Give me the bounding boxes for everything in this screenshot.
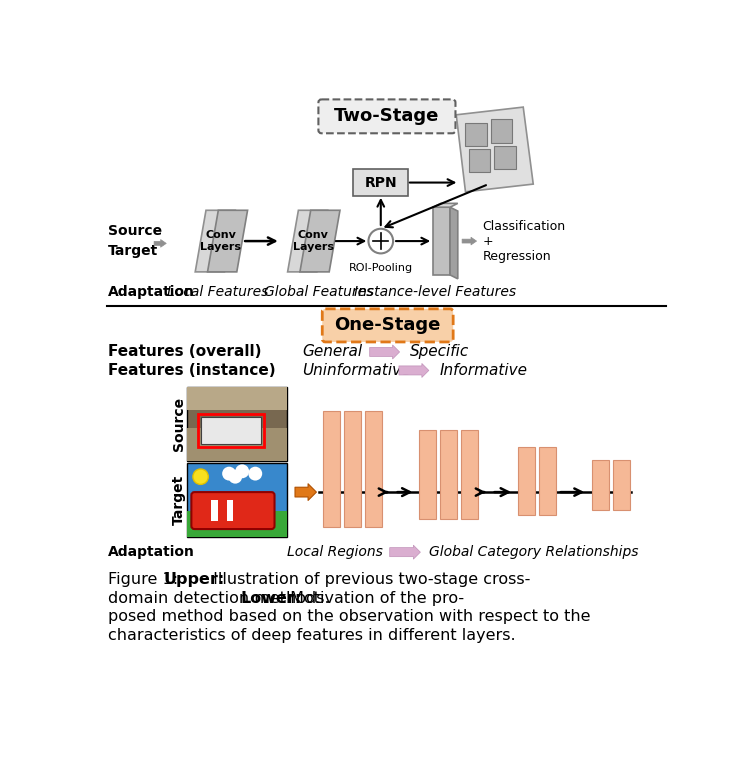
Text: Adaptation: Adaptation <box>108 545 195 559</box>
Bar <box>420 430 436 519</box>
Bar <box>186 463 287 537</box>
Bar <box>440 430 457 519</box>
Text: Informative: Informative <box>439 363 527 378</box>
Text: Local Regions: Local Regions <box>287 545 383 559</box>
Circle shape <box>222 467 236 480</box>
Bar <box>518 448 535 515</box>
Polygon shape <box>456 107 533 192</box>
Text: Source
Target: Source Target <box>108 225 162 258</box>
Text: Illustration of previous two-stage cross-: Illustration of previous two-stage cross… <box>208 572 531 587</box>
Bar <box>186 428 287 462</box>
Bar <box>468 148 490 172</box>
Bar <box>433 207 450 275</box>
Text: Conv
Layers: Conv Layers <box>200 230 241 252</box>
Polygon shape <box>287 211 328 272</box>
Bar <box>494 145 516 169</box>
Polygon shape <box>208 211 247 272</box>
Text: Upper:: Upper: <box>164 572 225 587</box>
Text: Specific: Specific <box>410 344 469 360</box>
Text: General: General <box>302 344 362 360</box>
Circle shape <box>193 469 208 484</box>
Text: Classification
+
Regression: Classification + Regression <box>483 220 566 263</box>
Text: Global Features: Global Features <box>265 285 374 299</box>
Bar <box>461 430 478 519</box>
Polygon shape <box>300 211 340 272</box>
Text: Global Category Relationships: Global Category Relationships <box>429 545 638 559</box>
Text: posed method based on the observation with respect to the: posed method based on the observation wi… <box>108 609 591 624</box>
Bar <box>323 411 340 527</box>
Text: Conv
Layers: Conv Layers <box>293 230 334 252</box>
Text: Figure 1:: Figure 1: <box>108 572 183 587</box>
FancyBboxPatch shape <box>191 492 274 529</box>
Bar <box>344 411 361 527</box>
Text: Local Features: Local Features <box>167 285 268 299</box>
Bar <box>614 460 630 510</box>
Bar <box>539 448 556 515</box>
FancyBboxPatch shape <box>323 308 453 342</box>
Bar <box>186 388 287 462</box>
Text: Instance-level Features: Instance-level Features <box>353 285 516 299</box>
Polygon shape <box>450 207 458 279</box>
Bar <box>491 120 512 142</box>
Bar <box>186 511 287 537</box>
FancyBboxPatch shape <box>318 99 456 134</box>
Text: Target: Target <box>172 475 186 525</box>
Text: Features (overall): Features (overall) <box>108 344 262 360</box>
Bar <box>365 411 381 527</box>
Bar <box>201 416 261 444</box>
Text: domain detection methods.: domain detection methods. <box>108 591 335 605</box>
Polygon shape <box>196 211 235 272</box>
Text: One-Stage: One-Stage <box>335 316 441 334</box>
Text: Adaptation: Adaptation <box>108 285 195 299</box>
Polygon shape <box>433 204 458 207</box>
Bar <box>227 500 233 521</box>
FancyBboxPatch shape <box>353 169 408 197</box>
Text: Motivation of the pro-: Motivation of the pro- <box>284 591 464 605</box>
Bar <box>592 460 608 510</box>
Text: Uninformative: Uninformative <box>302 363 411 378</box>
Bar <box>198 413 264 448</box>
Bar <box>186 388 287 409</box>
Bar <box>465 123 487 145</box>
Bar <box>211 500 217 521</box>
Text: ROI-Pooling: ROI-Pooling <box>349 263 413 273</box>
Text: RPN: RPN <box>365 176 397 190</box>
Circle shape <box>235 465 249 478</box>
Text: Lower:: Lower: <box>241 591 302 605</box>
Circle shape <box>248 467 262 480</box>
Text: Two-Stage: Two-Stage <box>334 107 440 125</box>
Circle shape <box>229 470 242 483</box>
Text: Source: Source <box>172 397 186 451</box>
Text: characteristics of deep features in different layers.: characteristics of deep features in diff… <box>108 628 516 643</box>
Text: Features (instance): Features (instance) <box>108 363 276 378</box>
Circle shape <box>368 228 393 253</box>
